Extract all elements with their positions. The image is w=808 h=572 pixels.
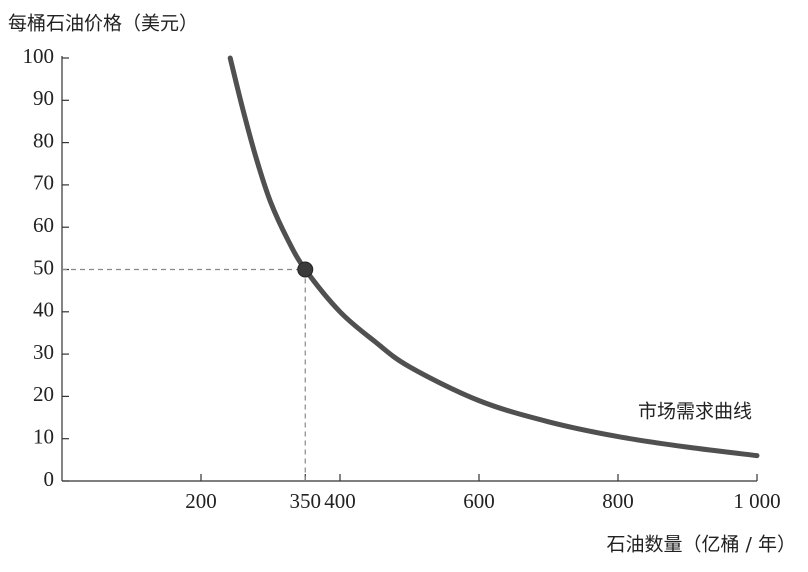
x-tick-label: 1 000 xyxy=(733,489,780,513)
y-tick-label: 40 xyxy=(33,298,54,322)
y-tick-label: 0 xyxy=(44,467,55,491)
y-tick-label: 90 xyxy=(33,86,54,110)
y-tick-label: 20 xyxy=(33,382,54,406)
x-tick-label: 350 xyxy=(290,489,322,513)
y-tick-label: 100 xyxy=(23,44,55,68)
y-tick-label: 70 xyxy=(33,171,54,195)
y-axis-label: 每桶石油价格（美元） xyxy=(8,13,198,35)
y-tick-label: 30 xyxy=(33,340,54,364)
y-tick-label: 80 xyxy=(33,128,54,152)
x-axis-label: 石油数量（亿桶 / 年） xyxy=(607,534,796,556)
highlight-point xyxy=(297,261,314,278)
curve-annotation: 市场需求曲线 xyxy=(638,401,752,423)
x-tick-label: 400 xyxy=(324,489,356,513)
y-tick-label: 50 xyxy=(33,255,54,279)
demand-curve xyxy=(227,55,760,459)
x-tick-label: 200 xyxy=(185,489,217,513)
y-tick-label: 10 xyxy=(33,425,54,449)
y-tick-label: 60 xyxy=(33,213,54,237)
x-tick-label: 600 xyxy=(463,489,495,513)
x-tick-label: 800 xyxy=(602,489,634,513)
